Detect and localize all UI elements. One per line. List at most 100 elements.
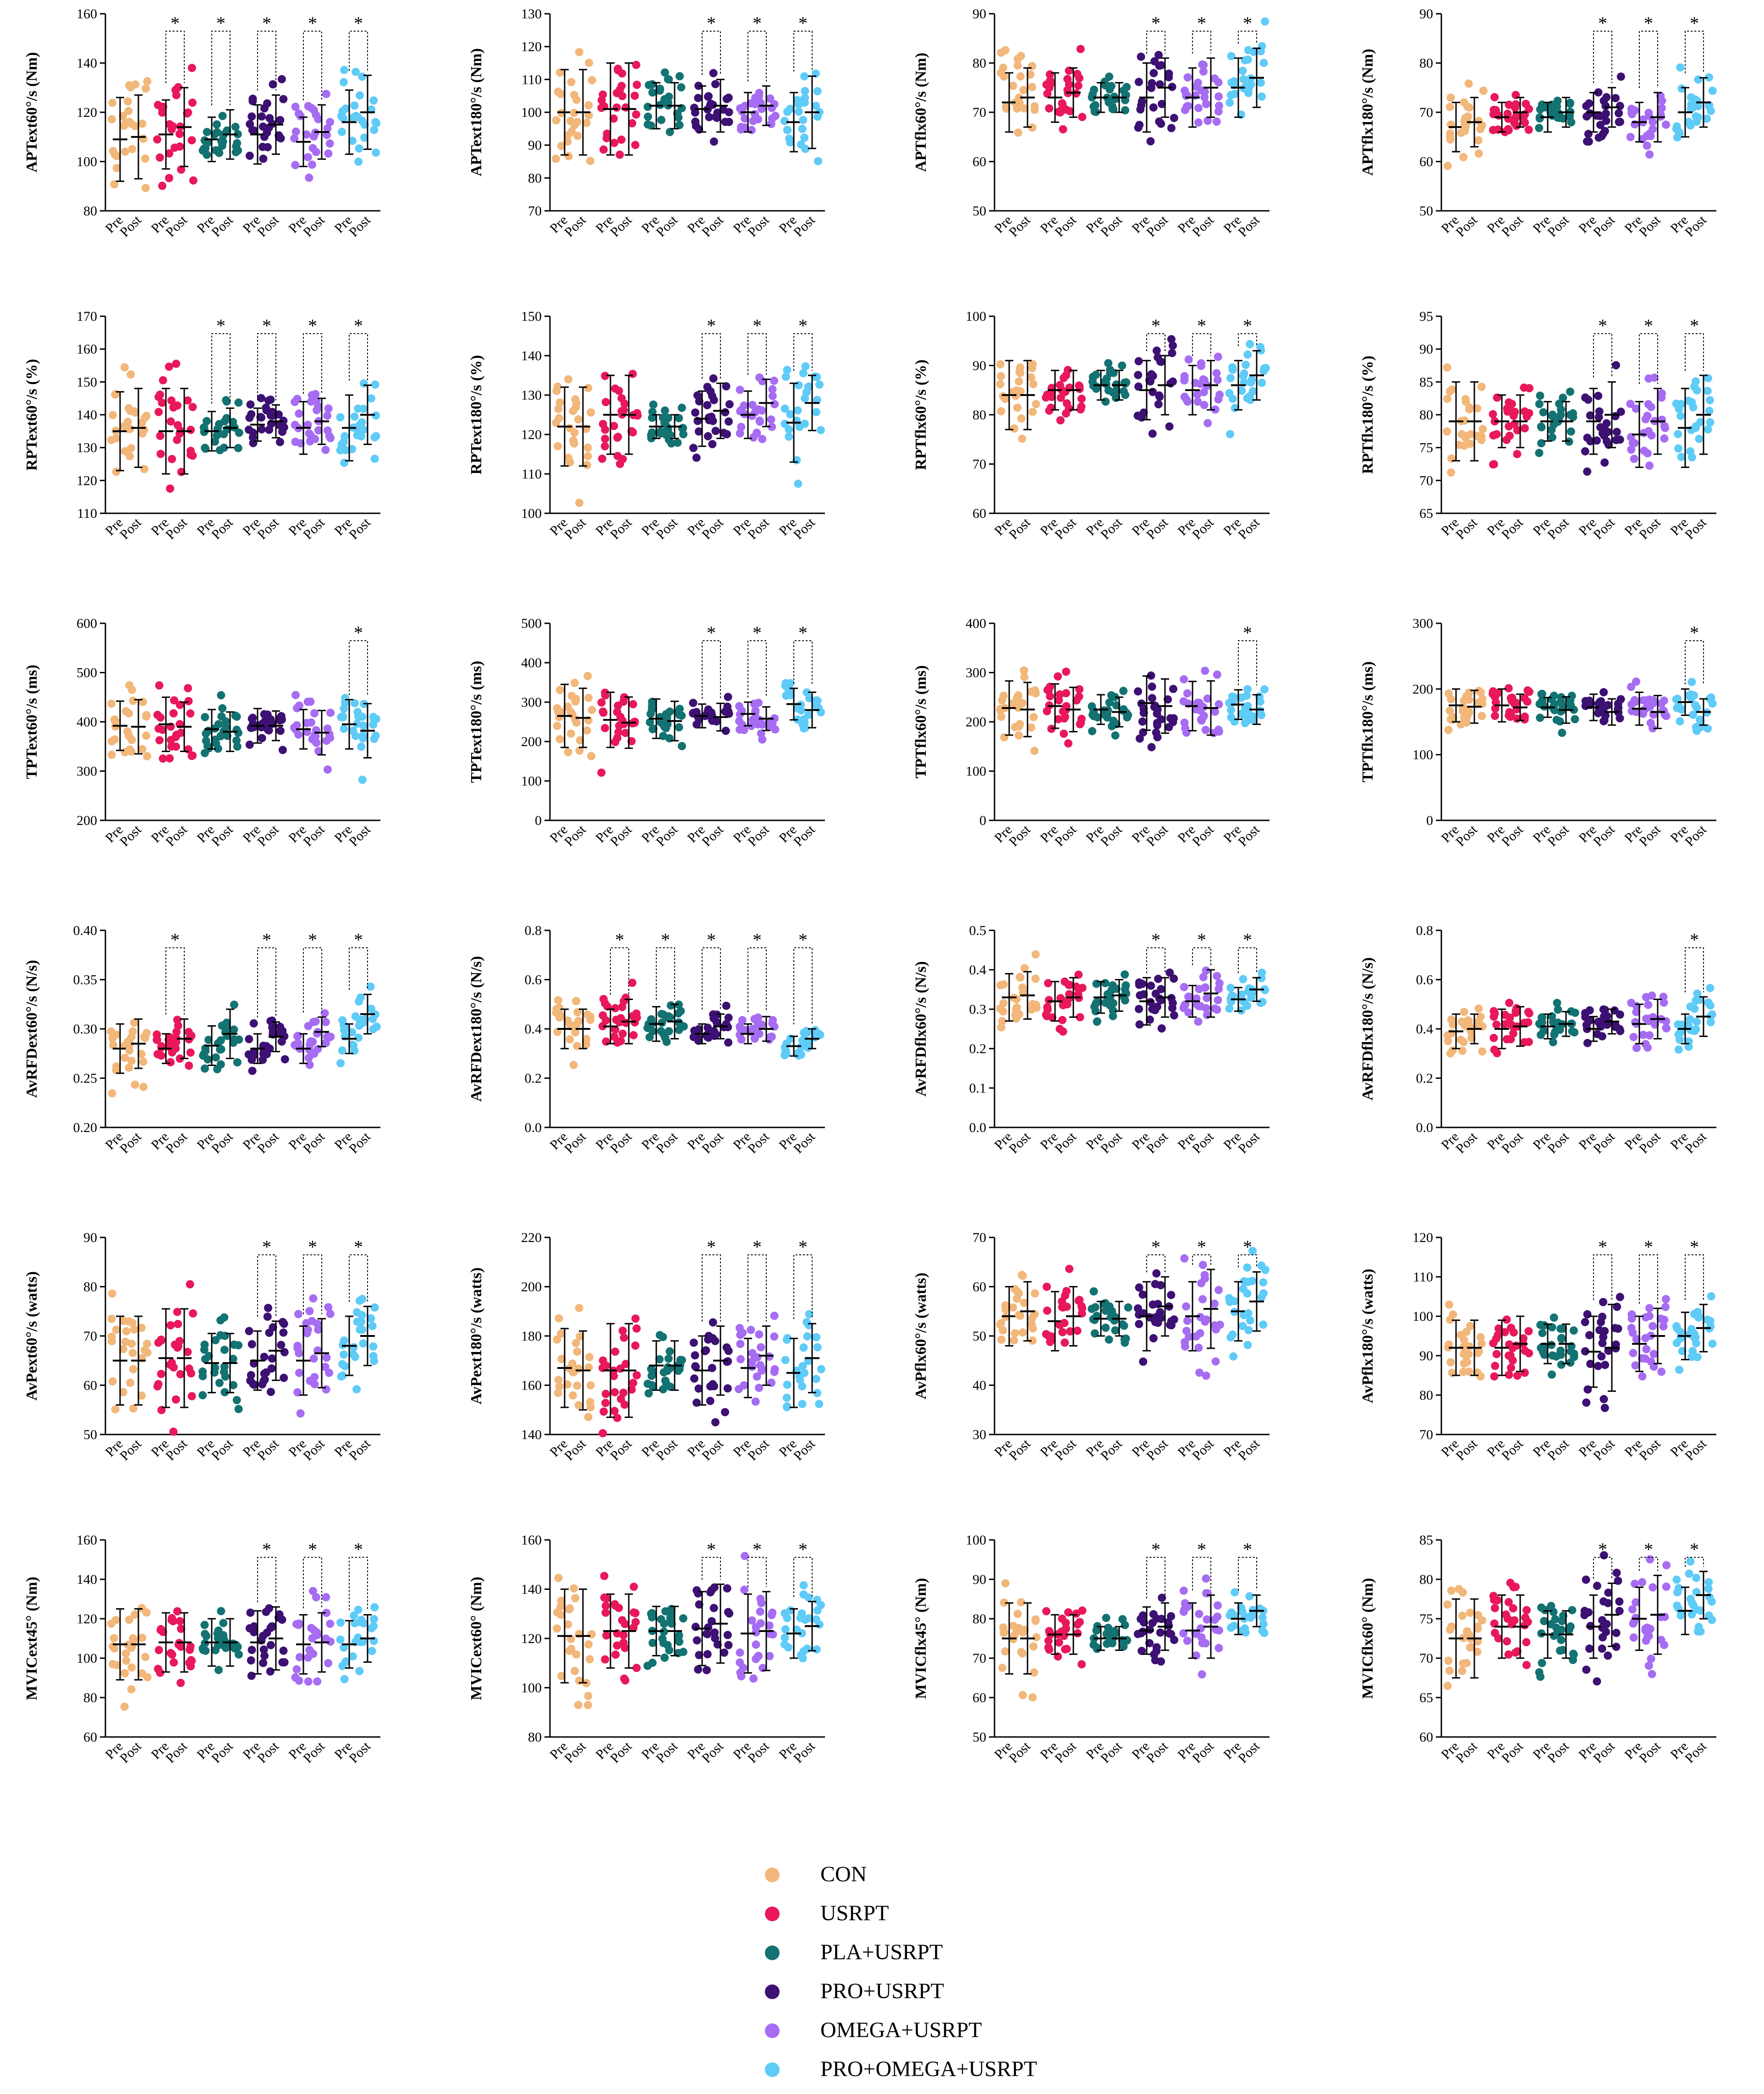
data-point xyxy=(615,150,624,159)
significance-bracket xyxy=(257,333,276,401)
x-tick-label: Post xyxy=(607,515,635,542)
data-point xyxy=(1032,1003,1041,1012)
data-point xyxy=(554,1375,563,1384)
data-point xyxy=(1571,1008,1579,1017)
data-point xyxy=(202,736,210,745)
data-point xyxy=(646,718,654,726)
y-tick-label: 75 xyxy=(1419,440,1433,456)
data-point xyxy=(691,1362,700,1371)
data-point xyxy=(248,94,257,103)
data-point xyxy=(200,426,209,434)
data-point xyxy=(1054,672,1062,681)
data-point xyxy=(1630,455,1638,463)
data-point xyxy=(109,1041,118,1050)
data-point xyxy=(583,726,591,735)
data-point xyxy=(1031,974,1040,983)
data-point xyxy=(552,116,561,125)
data-point xyxy=(324,1659,333,1667)
data-point xyxy=(112,1066,121,1074)
data-point xyxy=(1600,458,1609,467)
x-tick-label: Post xyxy=(163,1129,190,1156)
data-point xyxy=(1135,1005,1143,1013)
data-point xyxy=(1646,703,1654,711)
data-point xyxy=(1169,341,1177,350)
data-point xyxy=(337,440,346,449)
data-point xyxy=(157,1369,165,1378)
data-point xyxy=(770,1332,779,1341)
data-point xyxy=(1703,386,1712,395)
data-point xyxy=(586,1398,594,1407)
y-tick-label: 0.25 xyxy=(73,1071,98,1086)
data-point xyxy=(1581,697,1590,705)
data-point xyxy=(740,725,748,734)
data-point xyxy=(1018,699,1027,707)
data-point xyxy=(1111,1326,1120,1335)
data-point xyxy=(1243,702,1252,710)
x-tick-label: Post xyxy=(1143,1129,1171,1156)
y-tick-label: 100 xyxy=(521,1681,542,1696)
data-point xyxy=(246,400,255,409)
data-point xyxy=(309,1018,318,1027)
data-point xyxy=(130,1018,138,1027)
data-point xyxy=(1257,346,1265,355)
data-point xyxy=(326,1309,335,1318)
data-point xyxy=(1147,743,1156,752)
x-tick-label: Post xyxy=(1499,1436,1526,1463)
y-tick-label: 50 xyxy=(1419,203,1433,219)
data-point xyxy=(1213,671,1221,679)
data-point xyxy=(657,115,665,124)
data-point xyxy=(1179,1004,1188,1012)
data-point xyxy=(1124,1303,1132,1312)
significance-star: * xyxy=(707,1237,716,1257)
data-point xyxy=(701,1347,709,1356)
data-point xyxy=(108,115,116,124)
data-point xyxy=(567,127,576,136)
data-point xyxy=(1122,82,1131,91)
data-point xyxy=(1243,1263,1252,1272)
data-point xyxy=(1556,1351,1565,1359)
data-point xyxy=(629,700,637,709)
data-point xyxy=(1213,972,1221,980)
data-point xyxy=(1046,1337,1055,1346)
data-point xyxy=(1600,1404,1609,1412)
x-tick-label: Post xyxy=(561,515,589,542)
data-point xyxy=(121,1337,130,1346)
data-point xyxy=(1165,422,1174,431)
data-point xyxy=(1598,1313,1606,1321)
data-point xyxy=(599,145,608,154)
data-point xyxy=(279,95,288,104)
data-point xyxy=(138,1669,146,1678)
data-point xyxy=(629,1031,638,1039)
data-point xyxy=(751,1397,760,1406)
data-point xyxy=(677,83,686,92)
data-point xyxy=(168,455,176,463)
data-point xyxy=(755,416,764,425)
x-tick-label: Post xyxy=(209,1129,236,1156)
data-point xyxy=(755,1330,764,1339)
data-point xyxy=(711,1337,720,1345)
data-point xyxy=(110,150,119,159)
data-point xyxy=(1012,995,1021,1004)
data-point xyxy=(1662,712,1671,720)
data-point xyxy=(336,413,345,422)
data-point xyxy=(1693,726,1701,735)
data-point xyxy=(1064,739,1072,747)
data-point xyxy=(154,1665,162,1673)
data-point xyxy=(265,1044,274,1053)
data-point xyxy=(321,1018,330,1027)
data-point xyxy=(1260,985,1269,994)
data-point xyxy=(1158,99,1166,108)
data-point xyxy=(664,414,672,422)
data-point xyxy=(564,152,573,160)
data-point xyxy=(1044,686,1053,695)
significance-bracket xyxy=(656,947,675,1000)
data-point xyxy=(1704,425,1712,434)
data-point xyxy=(1180,675,1188,684)
data-point xyxy=(177,1625,185,1633)
y-tick-label: 0.8 xyxy=(525,923,542,938)
significance-bracket xyxy=(257,1557,276,1603)
x-tick-label: Post xyxy=(1636,822,1664,849)
significance-bracket xyxy=(1639,1254,1658,1304)
